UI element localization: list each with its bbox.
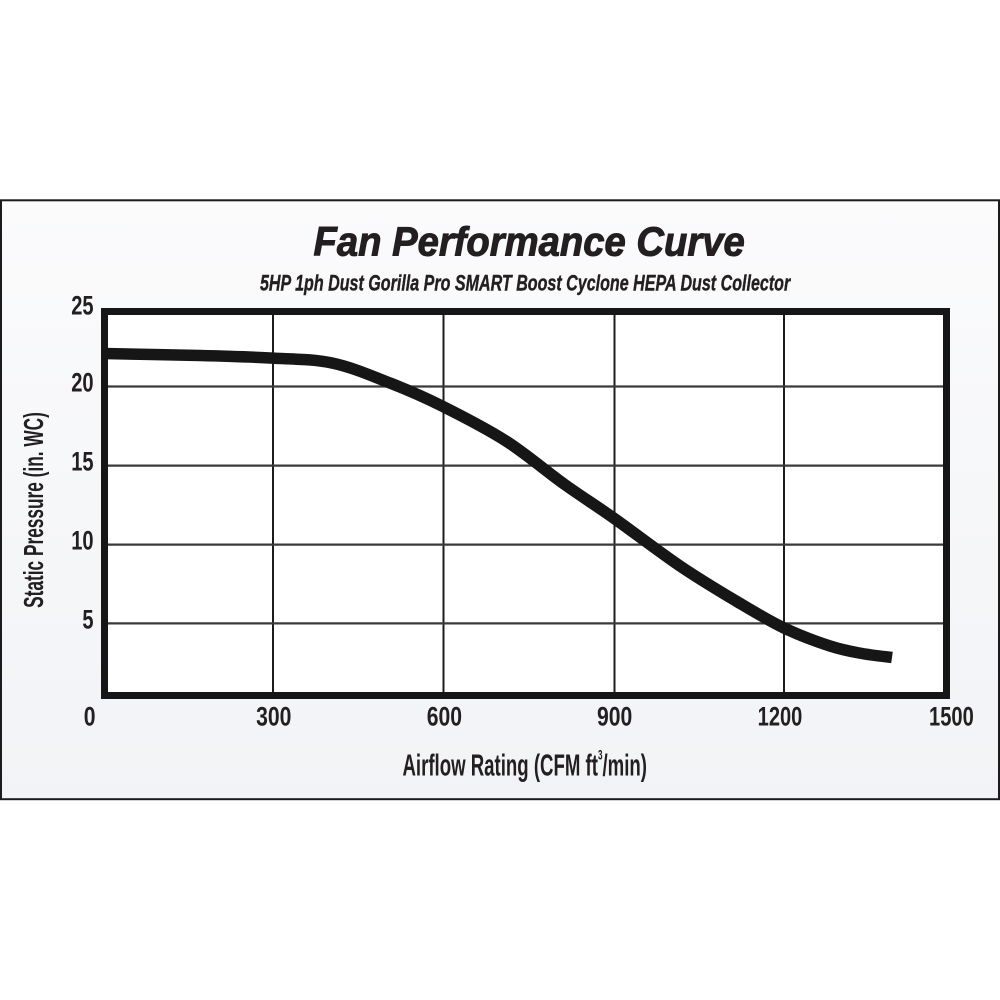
svg-text:20: 20 [71, 369, 93, 398]
svg-text:Airflow Rating (CFM ft3/min): Airflow Rating (CFM ft3/min) [402, 749, 646, 783]
svg-text:10: 10 [71, 527, 93, 556]
svg-text:300: 300 [256, 702, 291, 732]
svg-text:1500: 1500 [929, 703, 974, 732]
svg-text:600: 600 [427, 702, 462, 732]
svg-text:0: 0 [84, 702, 96, 732]
svg-text:5HP 1ph Dust Gorilla Pro SMART: 5HP 1ph Dust Gorilla Pro SMART Boost Cyc… [260, 272, 791, 296]
svg-text:5: 5 [82, 606, 93, 635]
svg-text:25: 25 [71, 292, 93, 321]
svg-text:Fan Performance Curve: Fan Performance Curve [314, 220, 745, 265]
svg-text:1200: 1200 [758, 703, 803, 732]
svg-text:15: 15 [71, 448, 93, 477]
svg-text:900: 900 [597, 702, 632, 732]
svg-text:Static Pressure (in. WC): Static Pressure (in. WC) [18, 412, 49, 608]
